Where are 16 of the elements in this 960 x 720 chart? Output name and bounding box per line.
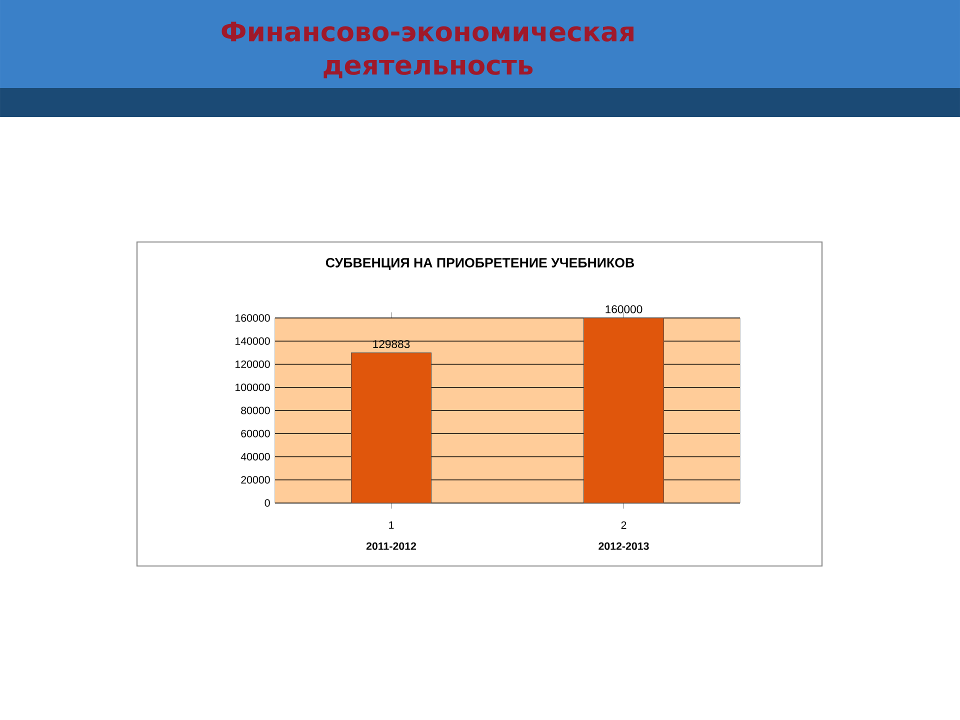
y-tick-label: 140000 (236, 337, 270, 345)
y-tick-label: 60000 (241, 430, 270, 438)
text: 2011-2012 (366, 542, 416, 550)
y-tick-label: 100000 (236, 384, 270, 392)
y-tick-label: 160000 (236, 314, 270, 322)
y-tick-label: 120000 (236, 360, 270, 368)
y-tick-label: 40000 (240, 452, 270, 461)
y-tick-label: 20000 (241, 476, 270, 484)
y-tick-label: 80000 (241, 406, 270, 414)
x-tick-label: 2 (621, 521, 626, 529)
chart-subtitle: СУБВЕНЦИЯ НА ПРИОБРЕТЕНИЕ УЧЕБНИКОВ (326, 258, 634, 270)
chart-title: Финансово-экономическая деятельность (222, 22, 634, 78)
y-tick-label: 0 (264, 499, 270, 507)
data-label: 160000 (606, 305, 642, 314)
x-tick-label: 1 (389, 521, 394, 529)
text: 2012-2013 (598, 542, 649, 550)
